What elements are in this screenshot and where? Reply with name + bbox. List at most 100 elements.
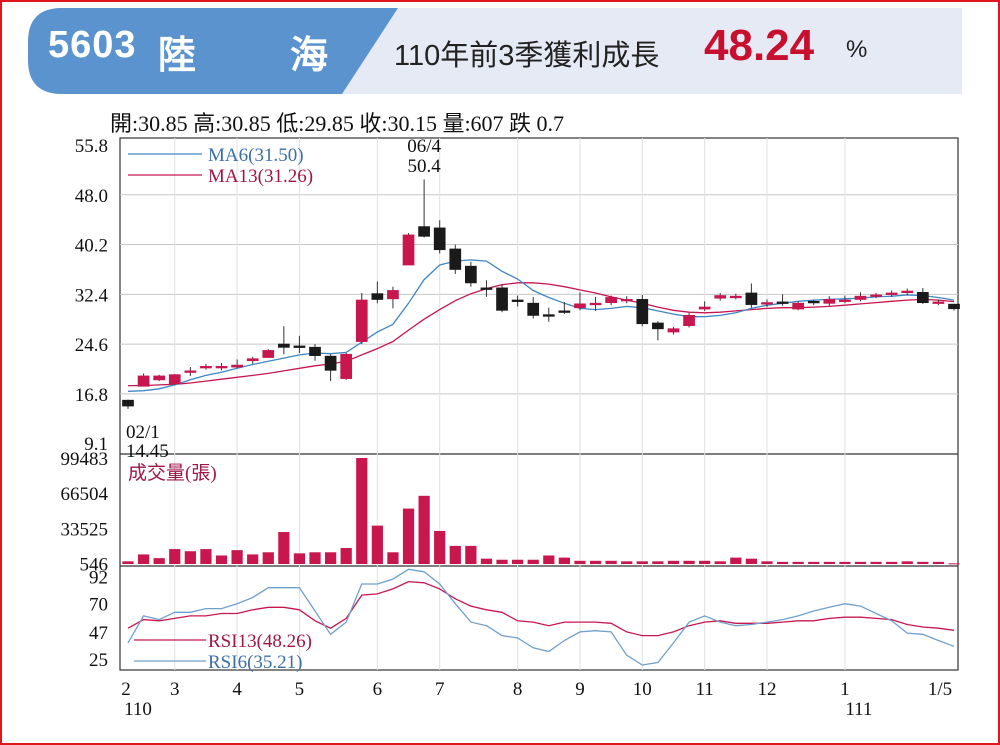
candle-body <box>901 290 914 294</box>
candle-body <box>823 299 836 304</box>
volume-bar <box>605 560 617 564</box>
candle <box>215 363 228 371</box>
candle-body <box>496 287 508 311</box>
volume-bar <box>543 555 555 564</box>
volume-tick-label: 33525 <box>61 519 109 540</box>
volume-bar <box>574 560 586 564</box>
candle-body <box>698 306 711 310</box>
low-value-label: 14.45 <box>126 441 169 462</box>
volume-bar <box>948 563 960 565</box>
candle-body <box>652 322 664 330</box>
low-date-label: 02/1 <box>126 422 160 443</box>
candle <box>168 374 181 385</box>
y-tick-label: 32.4 <box>75 285 109 306</box>
plot-border <box>119 137 959 671</box>
candle-body <box>776 301 789 304</box>
stock-code: 5603 <box>48 24 137 66</box>
candle <box>200 363 212 370</box>
stock-name-char-1: 陸 <box>158 35 197 77</box>
candle-body <box>761 302 773 305</box>
candle <box>418 179 430 238</box>
volume-bar <box>761 561 773 564</box>
candle-body <box>527 302 540 316</box>
volume-tick-label: 66504 <box>61 484 109 505</box>
volume-bar <box>340 548 352 564</box>
candle <box>885 290 898 297</box>
candle <box>153 374 166 382</box>
volume-tick-label: 546 <box>80 554 109 575</box>
candle-body <box>231 364 243 368</box>
quote-summary: 開:30.85 高:30.85 低:29.85 收:30.15 量:607 跌 … <box>110 111 565 136</box>
candle <box>387 286 399 309</box>
candle <box>870 293 882 299</box>
volume-bar <box>418 495 430 564</box>
x-tick-label: 2 <box>121 679 131 700</box>
volume-bar <box>932 561 945 564</box>
candle <box>511 295 524 307</box>
volume-bar <box>870 561 882 564</box>
y-tick-label: 48.0 <box>75 186 108 207</box>
peak-value-label: 50.4 <box>407 156 441 177</box>
candle <box>449 244 462 274</box>
candle-body <box>667 328 680 333</box>
volume-bar <box>683 560 695 564</box>
volume-bar <box>309 552 321 564</box>
banner-blue-panel <box>28 8 398 94</box>
volume-bar <box>496 559 508 564</box>
candle-body <box>620 299 633 302</box>
ma6-line <box>127 259 955 392</box>
candle-body <box>215 366 228 369</box>
candle-body <box>885 292 898 295</box>
y-tick-label: 24.6 <box>75 335 108 356</box>
candle-body <box>636 299 649 325</box>
candle <box>309 344 321 361</box>
candle-body <box>729 295 742 299</box>
x-tick-label: 1/5 <box>928 679 952 700</box>
candle-body <box>916 292 929 304</box>
volume-bar <box>184 551 196 564</box>
candle-body <box>387 290 399 300</box>
candle <box>761 299 773 308</box>
volume-bar <box>917 561 929 564</box>
volume-bar <box>324 552 337 564</box>
headline: 110年前3季獲利成長 <box>394 40 660 72</box>
candle <box>246 356 259 364</box>
volume-bar <box>667 560 680 564</box>
volume-bar <box>730 557 742 564</box>
legend-ma6: MA6(31.50) <box>208 145 304 166</box>
growth-unit: % <box>846 36 868 63</box>
volume-bar <box>293 553 306 564</box>
candle <box>620 296 633 304</box>
x-tick-label: 4 <box>232 679 242 700</box>
x-tick-label: 11 <box>695 679 713 700</box>
volume-bar <box>402 508 415 564</box>
legend-ma13: MA13(31.26) <box>208 166 313 187</box>
rsi-tick-label: 70 <box>89 595 108 616</box>
candle <box>122 399 134 409</box>
candle-body <box>355 299 368 342</box>
candle <box>293 335 306 354</box>
volume-bar <box>480 558 493 564</box>
candle-body <box>714 295 727 299</box>
candle-body <box>542 314 555 317</box>
volume-bar <box>262 552 274 564</box>
candle-body <box>168 374 181 385</box>
y-tick-label: 9.1 <box>84 434 108 455</box>
candle <box>496 284 508 313</box>
candle-body <box>807 300 820 304</box>
volume-bar <box>776 561 789 564</box>
candle <box>371 281 384 304</box>
candle <box>433 220 446 254</box>
volume-bar <box>169 549 181 564</box>
x-tick-label: 6 <box>373 679 383 700</box>
candle-body <box>839 299 851 302</box>
candle <box>277 326 290 355</box>
candle <box>465 261 477 287</box>
volume-bar <box>558 557 570 564</box>
candle-body <box>854 295 867 300</box>
candle-body <box>309 346 321 356</box>
candle <box>698 301 711 311</box>
candle <box>932 299 945 306</box>
candle <box>807 300 820 306</box>
growth-value: 48.24 <box>704 21 815 70</box>
